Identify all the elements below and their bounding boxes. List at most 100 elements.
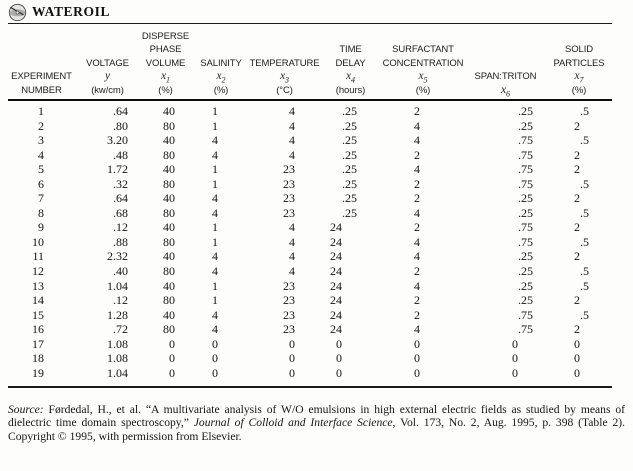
cell-solid-particles: .5 xyxy=(580,234,589,249)
cell-span-triton: .25 xyxy=(518,278,533,293)
cell-salinity: 4 xyxy=(212,249,218,264)
cell-surfactant-concentration: 2 xyxy=(414,293,420,308)
cell-salinity: 1 xyxy=(212,220,218,235)
column-variable-symbol: y xyxy=(104,70,111,83)
cell-span-triton: .75 xyxy=(518,162,533,177)
cell-salinity: 4 xyxy=(212,133,218,148)
cell-surfactant-concentration: 4 xyxy=(414,278,420,293)
column-header-solid-particles: SOLID PARTICLES x7 (%) xyxy=(548,43,610,97)
cell-salinity: 0 xyxy=(212,365,218,380)
cell-surfactant-concentration: 2 xyxy=(414,176,420,191)
cell-salinity: 1 xyxy=(212,278,218,293)
table-row: 7 .64 40 4 23 .25 2 .25 2 xyxy=(8,191,610,206)
cell-span-triton: .25 xyxy=(518,249,533,264)
source-journal-name: Journal of Colloid and Interface Science xyxy=(193,416,393,430)
cell-temperature: 23 xyxy=(283,293,295,308)
cell-temperature: 23 xyxy=(283,176,295,191)
column-header-surfactant-concentration: SURFACTANT CONCENTRATION x5 (%) xyxy=(383,43,464,97)
table-row: 2 .80 80 1 4 .25 4 .25 2 xyxy=(8,119,610,134)
cell-experiment-number: 13 xyxy=(32,278,44,293)
cell-span-triton: .75 xyxy=(518,307,533,322)
cell-temperature: 23 xyxy=(283,162,295,177)
column-variable-symbol: x4 xyxy=(345,70,356,85)
cell-temperature: 23 xyxy=(283,278,295,293)
cell-salinity: 1 xyxy=(212,118,218,133)
table-row: 17 1.08 0 0 0 0 0 0 0 xyxy=(8,337,610,352)
cell-span-triton: .75 xyxy=(518,322,533,337)
cell-disperse-phase-volume: 80 xyxy=(163,293,175,308)
cell-salinity: 1 xyxy=(212,176,218,191)
cell-salinity: 1 xyxy=(212,104,218,118)
cell-time-delay: .25 xyxy=(342,118,357,133)
cell-experiment-number: 1 xyxy=(38,104,44,118)
cell-time-delay: 0 xyxy=(336,336,342,351)
cell-voltage: .32 xyxy=(113,176,128,191)
column-header-experiment-number: EXPERIMENT NUMBER xyxy=(8,70,75,97)
cell-temperature: 0 xyxy=(289,336,295,351)
cell-time-delay: 0 xyxy=(336,365,342,380)
cell-voltage: .12 xyxy=(113,293,128,308)
cell-salinity: 4 xyxy=(212,322,218,337)
cell-solid-particles: .5 xyxy=(580,104,589,118)
cell-span-triton: .25 xyxy=(518,264,533,279)
table-row: 14 .12 80 1 23 24 2 .25 2 xyxy=(8,293,610,308)
cell-solid-particles: 2 xyxy=(574,118,580,133)
cell-experiment-number: 9 xyxy=(38,220,44,235)
column-header-salinity: SALINITY x2 (%) xyxy=(191,57,251,97)
cell-experiment-number: 18 xyxy=(32,351,44,366)
cell-disperse-phase-volume: 80 xyxy=(163,264,175,279)
cell-disperse-phase-volume: 40 xyxy=(163,307,175,322)
cell-salinity: 4 xyxy=(212,191,218,206)
cell-solid-particles: .5 xyxy=(580,205,589,220)
cell-experiment-number: 17 xyxy=(32,336,44,351)
cell-voltage: .88 xyxy=(113,234,128,249)
column-header-line: (hours) xyxy=(335,84,366,96)
cell-time-delay: 24 xyxy=(330,264,342,279)
column-header-line: SPAN:TRITON xyxy=(474,71,537,83)
source-label: Source: xyxy=(8,402,44,416)
cell-disperse-phase-volume: 40 xyxy=(163,162,175,177)
cell-experiment-number: 3 xyxy=(38,133,44,148)
cell-experiment-number: 6 xyxy=(38,176,44,191)
cell-span-triton: 0 xyxy=(512,365,518,380)
cell-disperse-phase-volume: 40 xyxy=(163,220,175,235)
cell-span-triton: .75 xyxy=(518,220,533,235)
cell-disperse-phase-volume: 40 xyxy=(163,278,175,293)
cell-solid-particles: 2 xyxy=(574,191,580,206)
cell-surfactant-concentration: 0 xyxy=(414,365,420,380)
cell-disperse-phase-volume: 40 xyxy=(163,191,175,206)
column-header-line: VOLUME xyxy=(145,57,186,69)
column-header-line: PHASE xyxy=(149,44,182,56)
cell-surfactant-concentration: 2 xyxy=(414,191,420,206)
column-header-voltage: VOLTAGE y (kw/cm) xyxy=(75,57,140,97)
cell-disperse-phase-volume: 40 xyxy=(163,249,175,264)
cell-solid-particles: 2 xyxy=(574,249,580,264)
column-header-line: (%) xyxy=(158,84,173,96)
table-row: 10 .88 80 1 4 24 4 .75 .5 xyxy=(8,235,610,250)
cell-voltage: .64 xyxy=(113,191,128,206)
cell-disperse-phase-volume: 40 xyxy=(163,104,175,118)
cell-voltage: .48 xyxy=(113,147,128,162)
cell-disperse-phase-volume: 80 xyxy=(163,205,175,220)
column-header-line: (kw/cm) xyxy=(91,84,124,96)
column-header-line: DELAY xyxy=(335,57,366,69)
cell-surfactant-concentration: 2 xyxy=(414,220,420,235)
column-header-line: SOLID xyxy=(564,44,593,56)
cell-time-delay: 24 xyxy=(330,220,342,235)
column-variable-symbol: x5 xyxy=(418,70,428,85)
column-header-line: EXPERIMENT xyxy=(11,71,72,83)
table-row: 13 1.04 40 1 23 24 4 .25 .5 xyxy=(8,279,610,294)
table-row: 8 .68 80 4 23 .25 4 .25 .5 xyxy=(8,206,610,221)
cell-solid-particles: 2 xyxy=(574,322,580,337)
cell-solid-particles: 2 xyxy=(574,220,580,235)
cell-surfactant-concentration: 4 xyxy=(414,162,420,177)
cell-span-triton: .25 xyxy=(518,104,533,118)
cell-time-delay: 24 xyxy=(330,293,342,308)
source-citation-tail: , Vol. 173, No. 2, Aug. 1995, p. 398 (Ta… xyxy=(8,416,626,444)
cell-temperature: 4 xyxy=(289,147,295,162)
cell-surfactant-concentration: 2 xyxy=(414,264,420,279)
bottom-rule-divider xyxy=(8,386,612,388)
source-citation: Source: Førdedal, H., et al. “A multivar… xyxy=(8,403,625,444)
table-row: 3 3.20 40 4 4 .25 4 .75 .5 xyxy=(8,133,610,148)
